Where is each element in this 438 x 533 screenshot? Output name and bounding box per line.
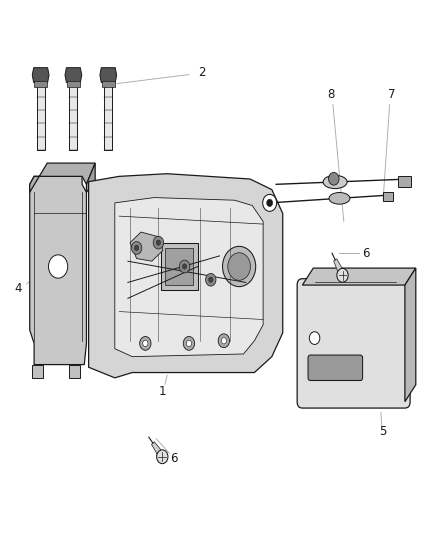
Bar: [382, 192, 392, 201]
Circle shape: [182, 264, 186, 269]
Text: 7: 7: [387, 87, 395, 101]
Text: 6: 6: [361, 247, 368, 260]
Bar: [34, 82, 47, 87]
Bar: [104, 78, 112, 150]
Circle shape: [153, 236, 163, 249]
Circle shape: [218, 334, 229, 348]
Circle shape: [186, 340, 191, 346]
Circle shape: [309, 332, 319, 344]
Ellipse shape: [322, 175, 346, 189]
Text: 3: 3: [215, 189, 223, 201]
Text: 5: 5: [378, 425, 386, 439]
Bar: [165, 248, 193, 285]
Text: 4: 4: [14, 282, 21, 295]
Polygon shape: [404, 268, 415, 402]
Polygon shape: [115, 198, 262, 357]
Polygon shape: [30, 163, 95, 192]
Polygon shape: [100, 68, 117, 83]
Circle shape: [131, 241, 141, 254]
Circle shape: [227, 253, 250, 280]
Polygon shape: [151, 442, 164, 459]
Circle shape: [222, 246, 255, 287]
Polygon shape: [86, 163, 95, 192]
Ellipse shape: [328, 192, 349, 204]
Circle shape: [205, 273, 215, 286]
Circle shape: [156, 240, 160, 245]
Circle shape: [139, 336, 151, 350]
Bar: [397, 176, 410, 188]
Text: 2: 2: [198, 67, 205, 79]
Polygon shape: [30, 176, 86, 365]
Circle shape: [208, 277, 212, 282]
Bar: [160, 243, 197, 290]
Text: 6: 6: [170, 452, 177, 465]
Polygon shape: [333, 259, 344, 277]
Bar: [102, 82, 114, 87]
Circle shape: [134, 245, 138, 251]
Circle shape: [266, 199, 272, 207]
Circle shape: [262, 195, 276, 212]
Text: 1: 1: [159, 385, 166, 398]
Circle shape: [221, 337, 226, 344]
Polygon shape: [302, 268, 415, 285]
Text: 8: 8: [326, 87, 334, 101]
Polygon shape: [88, 174, 282, 378]
Circle shape: [142, 340, 148, 346]
Circle shape: [183, 336, 194, 350]
Bar: [69, 78, 77, 150]
Bar: [67, 82, 79, 87]
Polygon shape: [32, 68, 49, 83]
FancyBboxPatch shape: [307, 355, 362, 381]
FancyBboxPatch shape: [297, 279, 409, 408]
Circle shape: [48, 255, 67, 278]
Circle shape: [328, 172, 338, 185]
Bar: [32, 365, 43, 378]
Circle shape: [336, 269, 347, 282]
Polygon shape: [130, 232, 162, 261]
Bar: [69, 365, 80, 378]
Polygon shape: [65, 68, 81, 83]
Bar: [37, 78, 45, 150]
Circle shape: [179, 260, 189, 273]
Circle shape: [156, 450, 168, 464]
